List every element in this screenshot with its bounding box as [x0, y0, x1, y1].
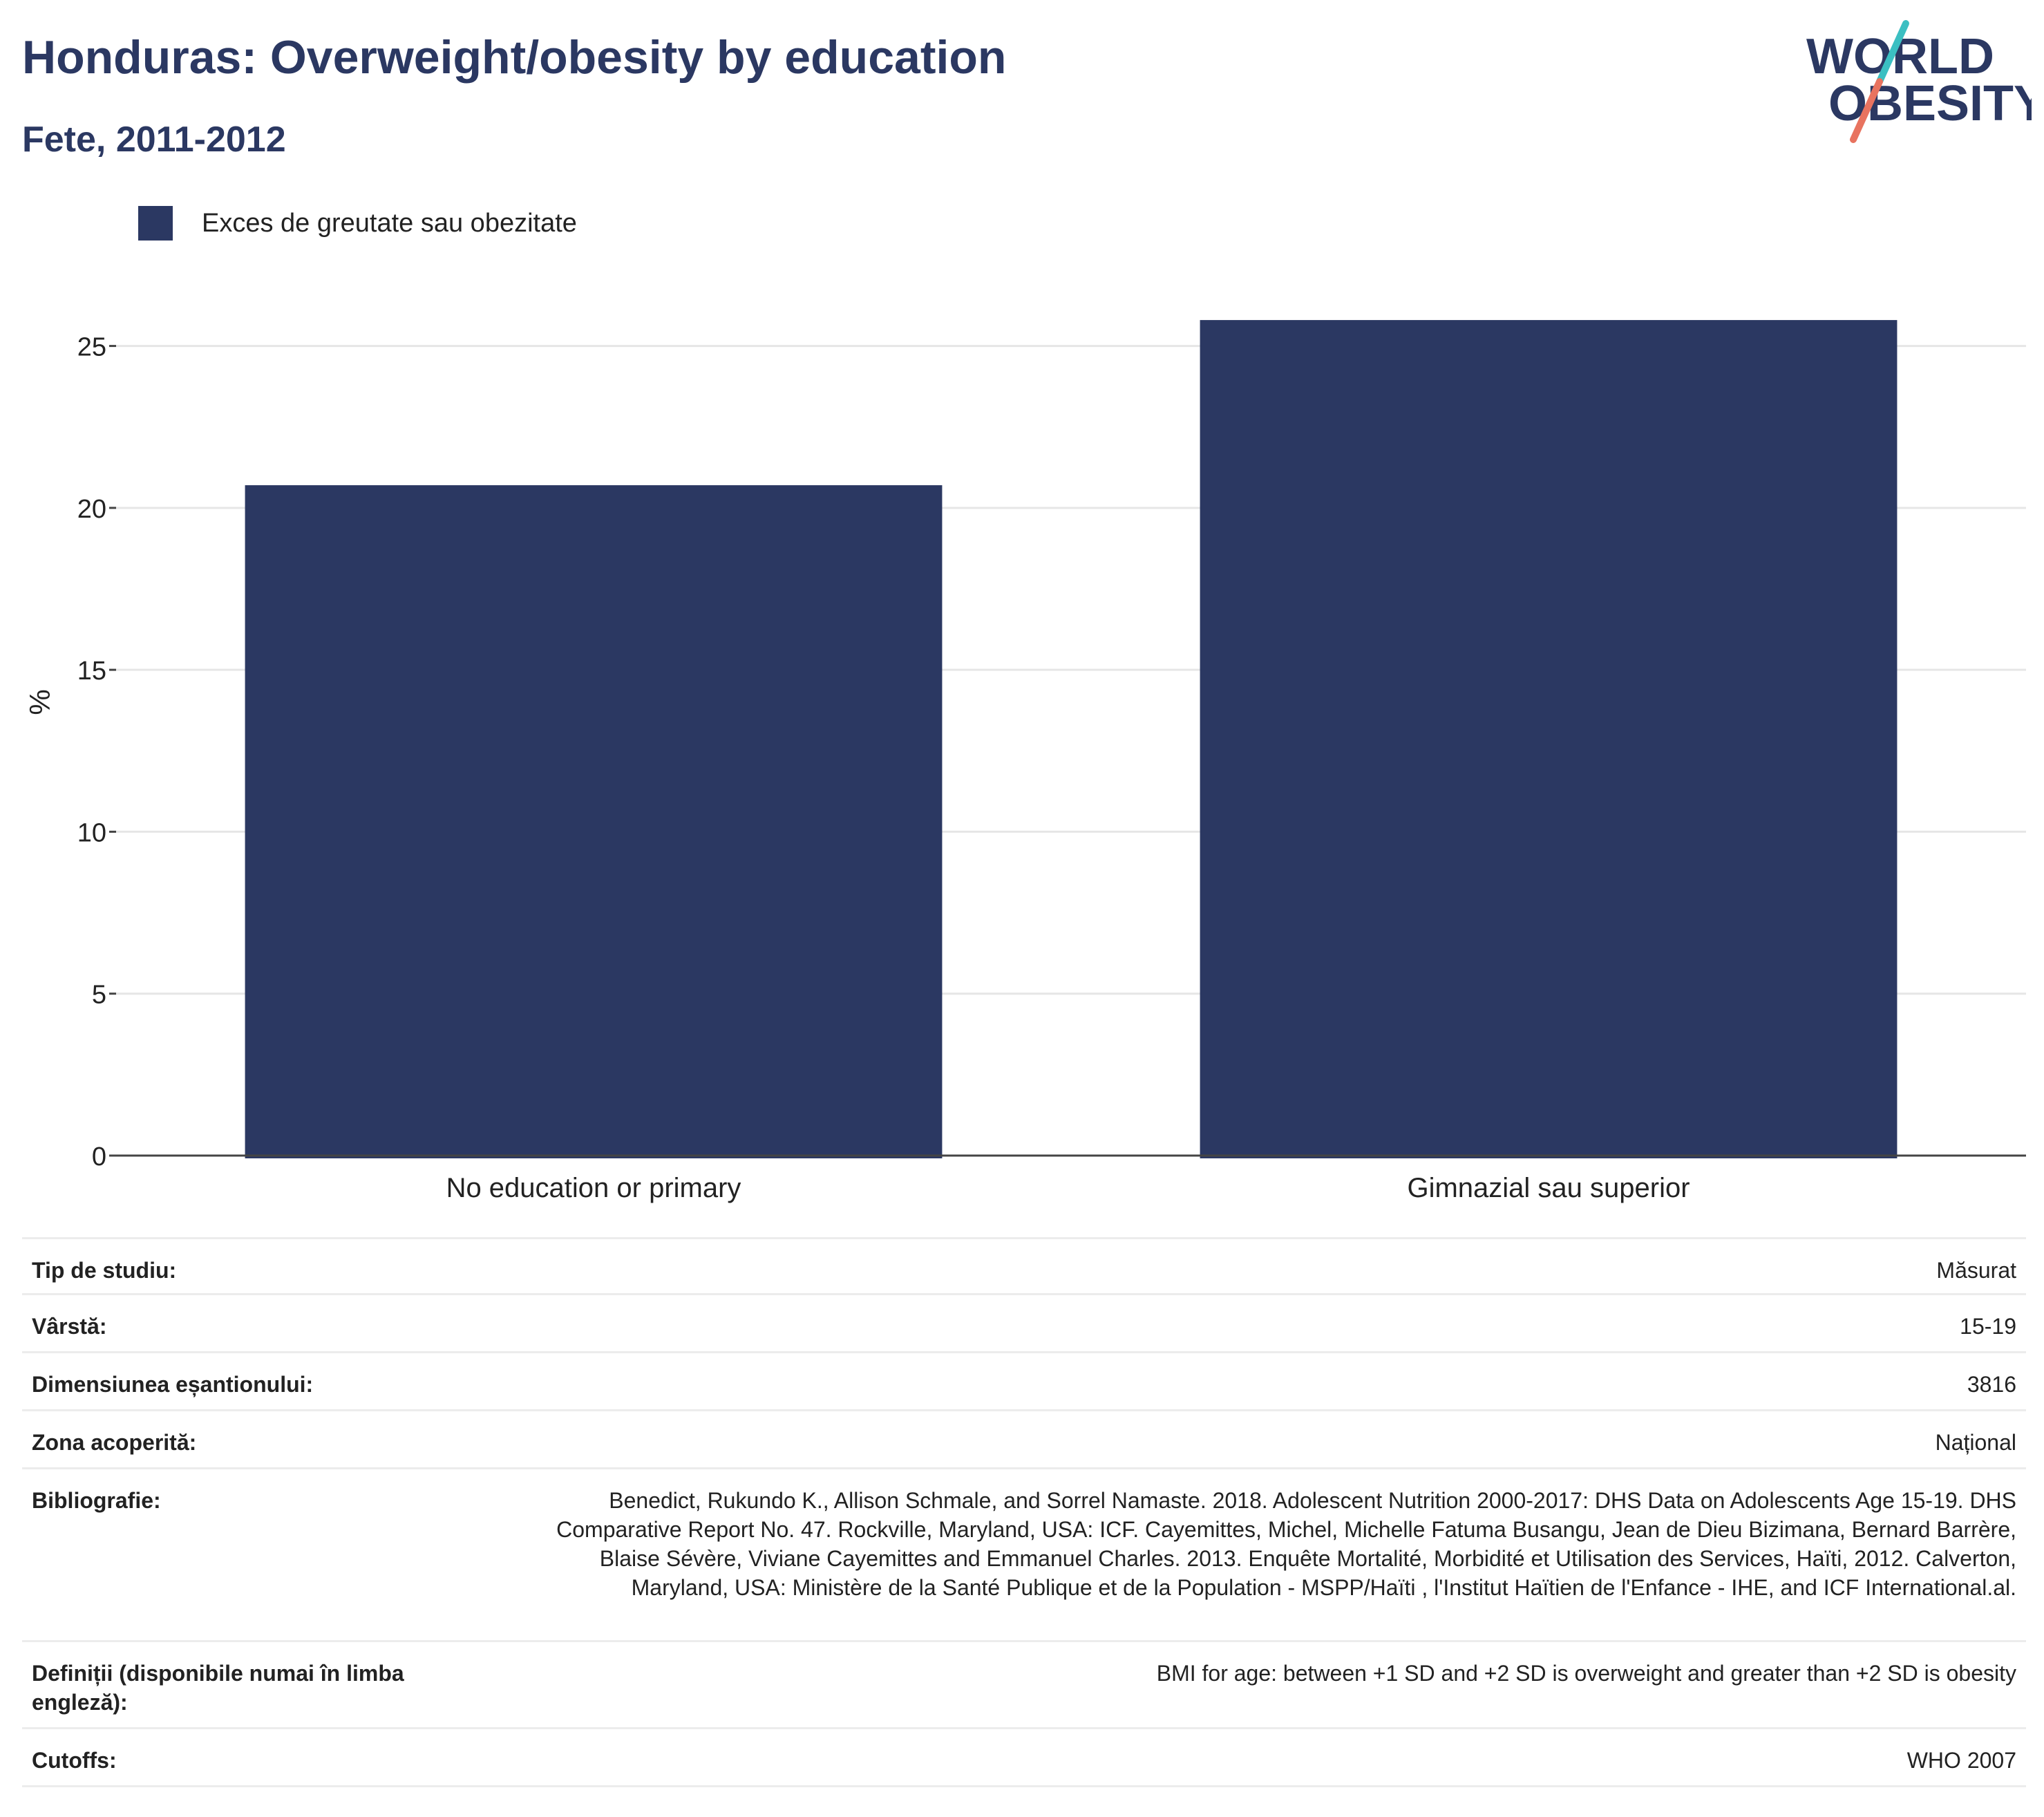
metadata-key: Zona acoperită: [32, 1430, 197, 1455]
y-tick-labels: 0 5 10 15 20 25 [77, 333, 106, 1171]
metadata-value: Benedict, Rukundo K., Allison Schmale, a… [556, 1488, 2016, 1600]
metadata-key: Cutoffs: [32, 1748, 117, 1773]
x-tick-labels: No education or primary Gimnazial sau sup… [446, 1173, 1690, 1203]
x-tick-label: No education or primary [446, 1173, 741, 1203]
metadata-key: Dimensiunea eșantionului: [32, 1372, 314, 1397]
metadata-value: WHO 2007 [1906, 1748, 2016, 1773]
metadata-key: Definiții (disponibile numai în limba en… [32, 1661, 404, 1715]
logo-slash-bottom [1850, 78, 1883, 143]
legend-label: Exces de greutate sau obezitate [202, 208, 577, 238]
metadata-value: BMI for age: between +1 SD and +2 SD is … [1156, 1661, 2016, 1686]
metadata-row: Dimensiunea eșantionului: 3816 [22, 1353, 2026, 1411]
y-tick-label: 15 [77, 657, 106, 686]
metadata-row: Tip de studiu: Măsurat [22, 1237, 2026, 1295]
metadata-value: Măsurat [1936, 1258, 2016, 1283]
y-tick-label: 0 [92, 1142, 106, 1171]
chart-subtitle: Fete, 2011-2012 [22, 120, 286, 160]
logo-slash-top [1876, 20, 1909, 85]
bars [245, 320, 1898, 1159]
metadata-value: 15-19 [1960, 1314, 2016, 1339]
chart-title: Honduras: Overweight/obesity by educatio… [22, 31, 1007, 84]
metadata-table: Tip de studiu: Măsurat Vârstă: 15-19 Dimensi… [22, 1237, 2026, 1787]
x-tick-label: Gimnazial sau superior [1407, 1173, 1690, 1203]
bar [1200, 320, 1898, 1159]
y-axis-label: % [23, 689, 56, 715]
legend-swatch [138, 206, 173, 241]
y-tick-label: 5 [92, 981, 106, 1010]
bar [245, 485, 943, 1158]
y-tick-label: 25 [77, 333, 106, 362]
metadata-key: Bibliografie: [32, 1488, 161, 1513]
metadata-key: Vârstă: [32, 1314, 107, 1339]
metadata-row: Cutoffs: WHO 2007 [22, 1729, 2026, 1787]
y-tick-label: 10 [77, 818, 106, 847]
metadata-row: Definiții (disponibile numai în limba en… [22, 1642, 2026, 1729]
metadata-row: Zona acoperită: Național [22, 1411, 2026, 1469]
bar-chart: 0 5 10 15 20 25 No education or primary Gimnaz… [23, 320, 2026, 1203]
y-tick-label: 20 [77, 495, 106, 524]
world-obesity-logo: WORLD OBESITY [1806, 20, 2032, 143]
legend: Exces de greutate sau obezitate [138, 206, 577, 241]
metadata-row: Vârstă: 15-19 [22, 1295, 2026, 1353]
metadata-value: 3816 [1967, 1372, 2016, 1397]
metadata-key: Tip de studiu: [32, 1258, 177, 1283]
metadata-value: Național [1935, 1430, 2016, 1455]
metadata-row: Bibliografie: Benedict, Rukundo K., Allis… [22, 1469, 2026, 1642]
